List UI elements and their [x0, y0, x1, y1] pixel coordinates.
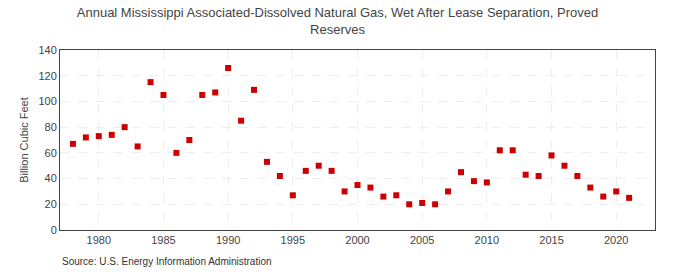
svg-text:Billion Cubic Feet: Billion Cubic Feet — [18, 97, 30, 183]
svg-text:1980: 1980 — [87, 234, 111, 246]
svg-text:1995: 1995 — [281, 234, 305, 246]
svg-text:60: 60 — [45, 147, 57, 159]
svg-text:40: 40 — [45, 172, 57, 184]
svg-text:20: 20 — [45, 198, 57, 210]
svg-text:2005: 2005 — [410, 234, 434, 246]
svg-text:Source: U.S. Energy Informatio: Source: U.S. Energy Information Administ… — [62, 256, 272, 267]
svg-text:120: 120 — [38, 70, 56, 82]
svg-text:2010: 2010 — [475, 234, 499, 246]
svg-text:1985: 1985 — [151, 234, 175, 246]
svg-text:2015: 2015 — [539, 234, 563, 246]
svg-text:2000: 2000 — [345, 234, 369, 246]
svg-text:Annual Mississippi Associated-: Annual Mississippi Associated-Dissolved … — [77, 5, 598, 37]
svg-text:100: 100 — [38, 95, 56, 107]
svg-text:0: 0 — [51, 224, 57, 236]
svg-text:140: 140 — [38, 44, 56, 56]
svg-text:80: 80 — [45, 121, 57, 133]
svg-text:1990: 1990 — [216, 234, 240, 246]
svg-text:2020: 2020 — [604, 234, 628, 246]
